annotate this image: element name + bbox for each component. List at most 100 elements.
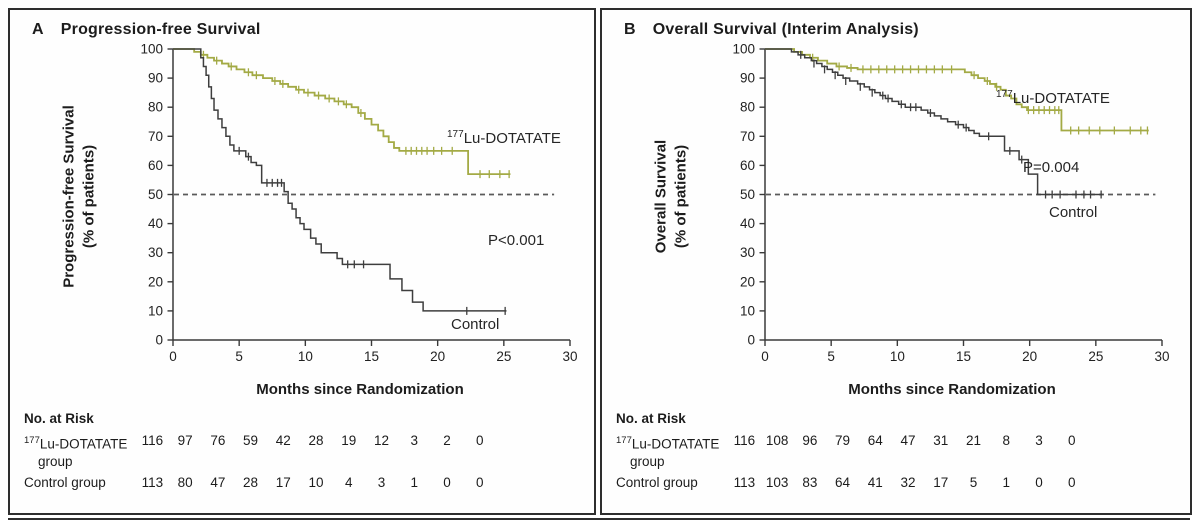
svg-text:30: 30 bbox=[148, 245, 163, 260]
svg-text:70: 70 bbox=[148, 129, 163, 144]
risk-count: 59 bbox=[243, 433, 259, 448]
risk-row-label: Control group bbox=[616, 474, 698, 490]
risk-count: 64 bbox=[835, 474, 851, 490]
risk-count: 113 bbox=[141, 474, 164, 490]
risk-row-label: 177Lu-DOTATATE group bbox=[616, 435, 720, 469]
risk-count: 12 bbox=[373, 433, 390, 448]
risk-count: 0 bbox=[443, 474, 451, 490]
risk-count: 32 bbox=[900, 474, 916, 490]
risk-count: 96 bbox=[802, 433, 818, 448]
risk-count: 103 bbox=[765, 474, 789, 490]
svg-text:25: 25 bbox=[1088, 349, 1103, 364]
risk-count: 42 bbox=[275, 433, 291, 448]
svg-text:20: 20 bbox=[740, 274, 755, 289]
panel-a-title: A Progression-free Survival bbox=[32, 21, 261, 39]
risk-count: 28 bbox=[243, 474, 259, 490]
risk-values-row: 113 103 83 64 41 32 17 5 1 0 0 bbox=[728, 474, 1088, 491]
svg-text:10: 10 bbox=[740, 303, 755, 318]
risk-values-row: 113 80 47 28 17 10 4 3 1 0 0 bbox=[136, 474, 496, 491]
risk-count: 0 bbox=[1035, 474, 1043, 490]
svg-text:30: 30 bbox=[740, 245, 755, 260]
risk-count: 17 bbox=[275, 474, 291, 490]
risk-count: 5 bbox=[969, 474, 978, 490]
risk-count: 0 bbox=[1067, 433, 1076, 448]
risk-heading: No. at Risk bbox=[24, 411, 94, 426]
risk-count: 3 bbox=[410, 433, 418, 448]
risk-count: 80 bbox=[177, 474, 193, 490]
x-axis-label: Months since Randomization bbox=[848, 381, 1056, 398]
panel-a-title-text: Progression-free Survival bbox=[60, 21, 261, 38]
risk-values-row: 116 97 76 59 42 28 19 12 3 2 0 bbox=[136, 432, 496, 449]
series-label-control: Control bbox=[451, 316, 500, 333]
panel-b-title: B Overall Survival (Interim Analysis) bbox=[624, 21, 919, 39]
risk-count: 79 bbox=[835, 433, 851, 448]
svg-text:30: 30 bbox=[1154, 349, 1169, 364]
risk-count: 17 bbox=[933, 474, 949, 490]
svg-text:60: 60 bbox=[740, 158, 755, 173]
risk-row-label: Control group bbox=[24, 474, 106, 490]
risk-count: 28 bbox=[308, 433, 324, 448]
risk-values-row: 116 108 96 79 64 47 31 21 8 3 0 bbox=[728, 432, 1088, 449]
svg-text:40: 40 bbox=[740, 216, 755, 231]
svg-text:0: 0 bbox=[155, 333, 163, 348]
svg-text:5: 5 bbox=[235, 349, 243, 364]
p-value-label: P<0.001 bbox=[488, 232, 545, 249]
svg-text:0: 0 bbox=[761, 349, 769, 364]
risk-count: 21 bbox=[965, 433, 982, 448]
panel-progression-free-survival: A Progression-free Survival Progression-f… bbox=[8, 8, 596, 515]
panel-overall-survival: B Overall Survival (Interim Analysis) Ove… bbox=[600, 8, 1192, 515]
svg-text:20: 20 bbox=[1022, 349, 1037, 364]
next-panel-top-border bbox=[8, 518, 1190, 520]
svg-text:80: 80 bbox=[740, 100, 755, 115]
km-chart-overall-survival: 0 10 20 30 40 50 60 70 80 90 100 0 5 10 15 20 25 30 bbox=[732, 42, 1169, 365]
svg-text:40: 40 bbox=[148, 216, 163, 231]
risk-count: 97 bbox=[177, 433, 193, 448]
risk-count: 47 bbox=[900, 433, 916, 448]
risk-row-control: Control group 113 80 47 28 17 10 4 3 1 0 0 bbox=[24, 474, 584, 491]
series-label-lu-dotatate: 177Lu-DOTATATE bbox=[996, 89, 1110, 107]
risk-count: 76 bbox=[210, 433, 226, 448]
risk-row-label: 177Lu-DOTATATE group bbox=[24, 435, 128, 469]
svg-text:10: 10 bbox=[148, 303, 163, 318]
panel-b-title-text: Overall Survival (Interim Analysis) bbox=[652, 21, 919, 38]
svg-text:10: 10 bbox=[298, 349, 313, 364]
svg-text:0: 0 bbox=[169, 349, 177, 364]
panel-b-letter: B bbox=[624, 21, 636, 38]
risk-count: 64 bbox=[867, 433, 883, 448]
svg-text:50: 50 bbox=[740, 187, 755, 202]
svg-text:10: 10 bbox=[890, 349, 905, 364]
x-axis-label: Months since Randomization bbox=[256, 381, 464, 398]
svg-text:70: 70 bbox=[740, 129, 755, 144]
svg-text:25: 25 bbox=[496, 349, 511, 364]
risk-count: 0 bbox=[1067, 474, 1076, 490]
risk-count: 8 bbox=[1002, 433, 1010, 448]
risk-count: 10 bbox=[308, 474, 324, 490]
risk-count: 0 bbox=[475, 474, 484, 490]
risk-count: 108 bbox=[765, 433, 789, 448]
risk-count: 3 bbox=[377, 474, 386, 490]
km-chart-progression-free-survival: 0 10 20 30 40 50 60 70 80 90 100 0 5 10 15 20 25 30 bbox=[140, 42, 577, 365]
risk-count: 116 bbox=[733, 433, 756, 448]
svg-text:30: 30 bbox=[562, 349, 577, 364]
number-at-risk-table: No. at Risk 177Lu-DOTATATE group 116 108 9… bbox=[616, 411, 1180, 495]
svg-text:90: 90 bbox=[740, 71, 755, 86]
svg-text:0: 0 bbox=[747, 333, 755, 348]
risk-count: 116 bbox=[141, 433, 164, 448]
svg-text:20: 20 bbox=[148, 274, 163, 289]
risk-heading: No. at Risk bbox=[616, 411, 686, 426]
number-at-risk-table: No. at Risk 177Lu-DOTATATE group 116 97 76… bbox=[24, 411, 584, 495]
risk-count: 2 bbox=[443, 433, 451, 448]
panel-a-letter: A bbox=[32, 21, 44, 38]
risk-count: 83 bbox=[802, 474, 818, 490]
risk-count: 31 bbox=[933, 433, 949, 448]
svg-text:60: 60 bbox=[148, 158, 163, 173]
svg-text:5: 5 bbox=[827, 349, 835, 364]
svg-text:90: 90 bbox=[148, 71, 163, 86]
svg-text:80: 80 bbox=[148, 100, 163, 115]
risk-count: 1 bbox=[1002, 474, 1010, 490]
risk-row-lu-dotatate: 177Lu-DOTATATE group 116 108 96 79 64 47 31 21 8… bbox=[616, 432, 1180, 470]
risk-count: 19 bbox=[341, 433, 357, 448]
series-label-lu-dotatate: 177Lu-DOTATATE bbox=[447, 129, 561, 147]
risk-count: 4 bbox=[345, 474, 353, 490]
svg-text:50: 50 bbox=[148, 187, 163, 202]
